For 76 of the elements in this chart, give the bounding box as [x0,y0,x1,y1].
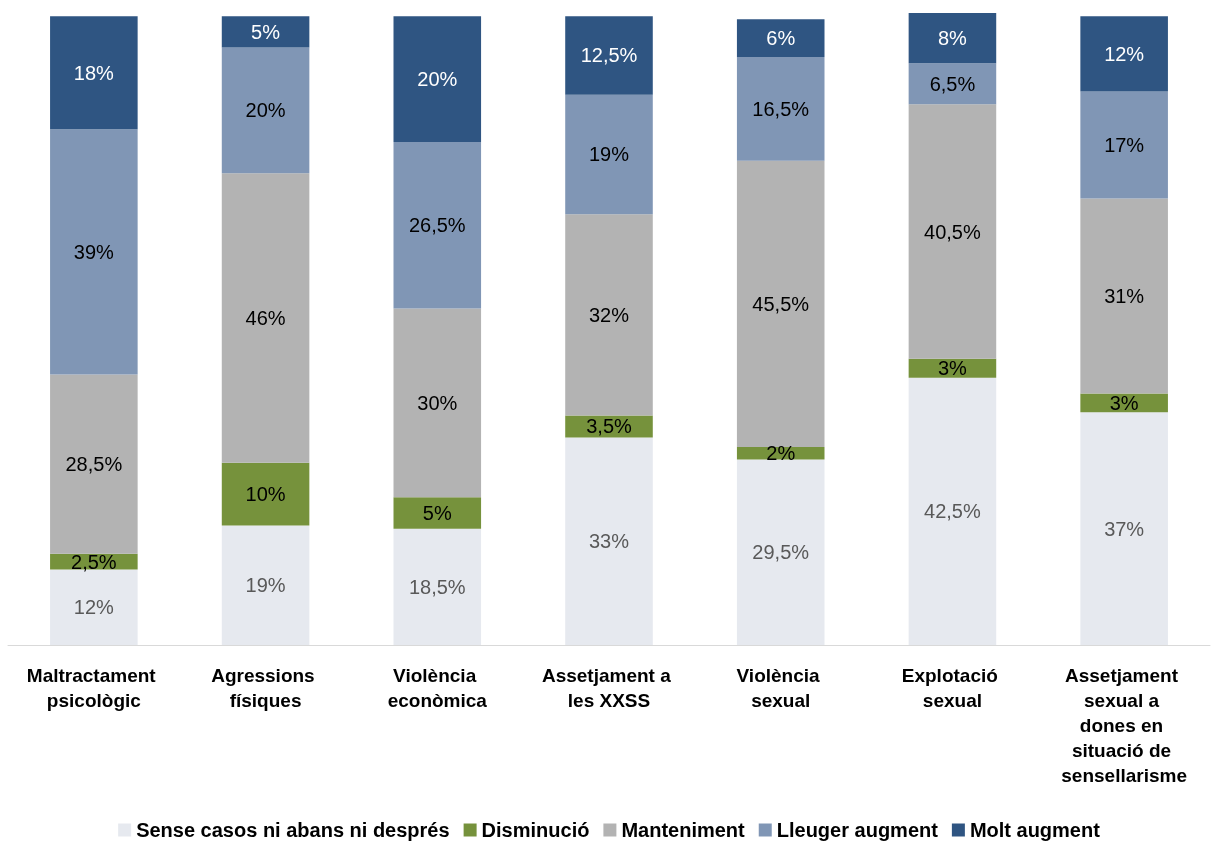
data-label: 5% [422,501,452,524]
bar [1080,91,1168,199]
bar [736,19,825,58]
data-label: 2,5% [71,550,117,573]
data-label: 31% [1104,284,1145,307]
bar [565,16,653,95]
bar [908,377,997,645]
bar [1080,412,1168,645]
bar [908,63,997,105]
data-label: 12,5% [580,44,638,67]
data-label: 3,5% [586,415,633,438]
x-tick-label: Violència sexual [736,665,825,711]
bar [221,525,310,645]
bar [393,497,482,529]
x-tick-label: Violència econòmica [387,665,488,711]
bar [736,459,825,645]
bar [908,104,997,359]
data-label: 10% [245,483,286,506]
data-label: 12% [73,596,115,619]
legend-label: Sense casos ni abans ni després [136,819,450,841]
bar [393,308,482,498]
legend-label: Molt augment [969,819,1101,841]
bar [736,57,825,161]
data-label: 46% [245,306,286,329]
data-label: 32% [588,303,630,326]
data-label: 3% [1109,391,1139,414]
legend-label: Lleuger augment [776,819,939,841]
data-label: 39% [73,240,115,263]
data-label: 42,5% [924,500,981,523]
bar [221,16,310,48]
data-label: 20% [417,68,458,91]
data-label: 8% [937,27,968,50]
bar [908,13,997,64]
data-label: 19% [245,574,286,597]
data-label: 37% [1104,517,1145,540]
bar [393,528,482,645]
bar [565,94,653,215]
data-label: 33% [588,530,630,553]
x-tick-label: Assetjament sexual a dones en situació de sensellarisme [1061,665,1187,786]
data-label: 45,5% [752,292,810,315]
data-label: 28,5% [65,453,123,476]
bar [565,437,653,645]
data-label: 29,5% [752,541,810,564]
bar [50,16,138,130]
bar [565,214,653,416]
legend-label: Manteniment [621,819,746,841]
bar [50,129,138,375]
data-label: 18,5% [408,575,466,598]
bar [221,173,310,463]
data-label: 26,5% [408,214,466,237]
legend-label: Disminució [481,819,590,841]
data-label: 6% [766,27,796,50]
x-tick-label: Agressions físiques [211,665,320,711]
data-label: 12% [1104,42,1145,65]
bar [393,141,482,309]
data-label: 2% [766,442,796,465]
bar [393,16,482,142]
data-label: 20% [245,99,286,122]
bar [221,47,310,174]
data-label: 17% [1104,134,1145,157]
data-label: 19% [588,143,630,166]
data-label: 16,5% [752,97,810,120]
bar [221,462,310,526]
bar [1080,198,1168,394]
bar [50,374,138,554]
x-tick-label: Explotació sexual [901,665,1004,711]
data-label: 5% [251,20,281,43]
bar [1080,16,1168,92]
data-label: 18% [73,61,115,84]
data-label: 3% [937,357,968,380]
data-label: 30% [417,391,458,414]
x-tick-label: Assetjament a les XXSS [541,665,677,711]
bar [736,160,825,447]
data-label: 40,5% [924,220,981,243]
data-label: 6,5% [929,72,976,95]
x-tick-label: Maltractament psicològic [26,665,161,711]
